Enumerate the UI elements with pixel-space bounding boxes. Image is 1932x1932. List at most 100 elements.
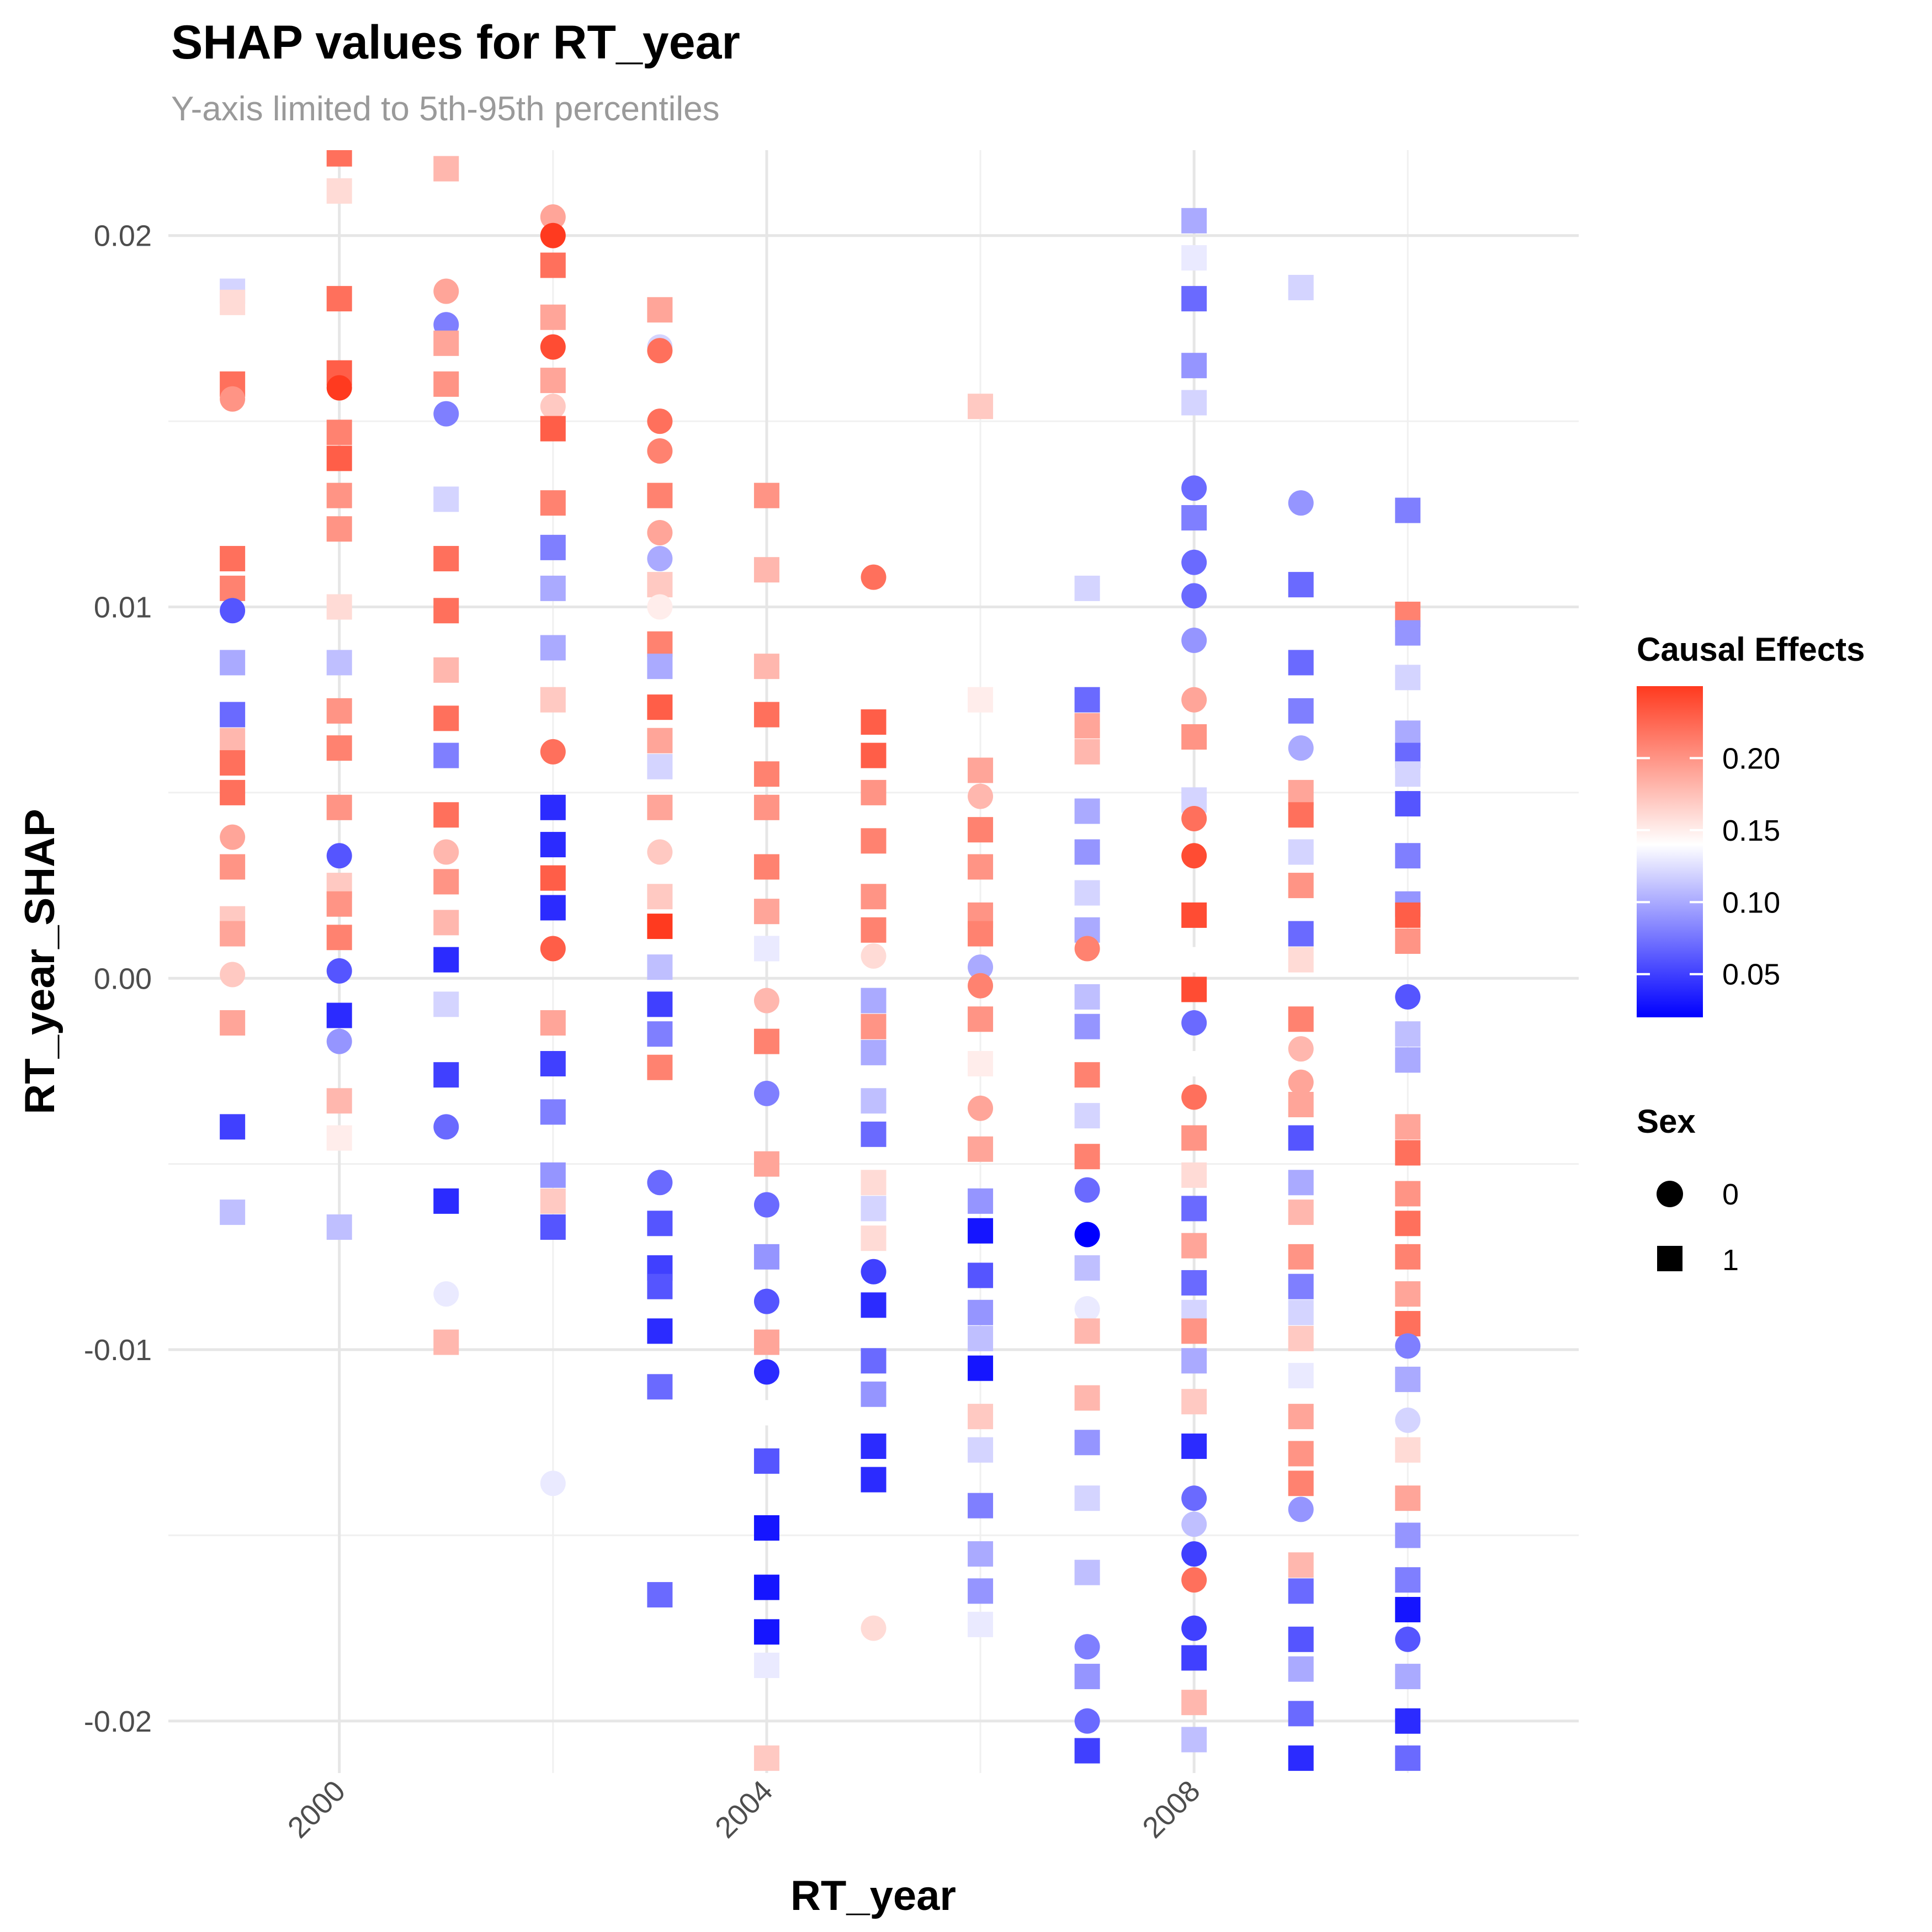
point-sex-1 [968,1437,994,1463]
point-sex-1 [968,1218,994,1244]
point-sex-1 [326,516,352,542]
point-sex-1 [861,917,887,943]
point-sex-1 [1074,1255,1100,1281]
point-sex-0 [540,204,566,230]
point-sex-1 [1288,572,1314,598]
point-sex-1 [1074,575,1100,601]
point-sex-1 [326,594,352,620]
point-sex-1 [1181,353,1207,379]
point-sex-1 [1288,274,1314,300]
point-sex-1 [647,1582,673,1608]
point-sex-1 [433,546,459,572]
point-sex-1 [540,687,566,713]
point-sex-1 [220,575,246,601]
point-sex-1 [753,1028,779,1054]
x-tick-label: 2004 [709,1774,779,1844]
point-sex-1 [861,1039,887,1065]
point-sex-1 [433,598,459,624]
point-sex-0 [1288,1069,1314,1095]
point-sex-1 [1181,1690,1207,1716]
colorbar-label: 0.15 [1722,814,1780,847]
point-sex-1 [861,1121,887,1147]
point-sex-1 [753,1244,779,1270]
point-sex-1 [540,252,566,278]
y-tick-label: 0.00 [94,962,152,995]
point-sex-0 [1288,1036,1314,1062]
point-sex-1 [1395,1366,1421,1392]
colorbar [1637,686,1703,1017]
point-sex-1 [433,1188,459,1214]
point-sex-1 [1074,984,1100,1010]
point-sex-1 [1181,976,1207,1002]
point-sex-1 [433,910,459,936]
point-sex-1 [1395,843,1421,869]
point-sex-0 [540,222,566,248]
shape-legend-title: Sex [1637,1103,1696,1140]
point-sex-1 [753,702,779,728]
point-sex-1 [1395,1021,1421,1047]
point-sex-1 [1288,1325,1314,1351]
point-sex-0 [540,334,566,360]
point-sex-1 [1395,1596,1421,1622]
point-sex-1 [433,947,459,973]
point-sex-1 [861,1013,887,1039]
point-sex-1 [753,761,779,787]
point-sex-1 [1074,687,1100,713]
x-tick-label: 2000 [282,1774,352,1844]
point-sex-1 [326,698,352,724]
point-sex-1 [968,1404,994,1430]
y-tick-label: -0.01 [84,1334,152,1367]
point-sex-1 [1288,947,1314,973]
point-sex-1 [1074,1318,1100,1344]
point-sex-1 [540,794,566,820]
colorbar-label: 0.10 [1722,886,1780,919]
point-sex-1 [326,482,352,508]
point-sex-1 [326,794,352,820]
point-sex-1 [433,371,459,397]
point-sex-1 [647,794,673,820]
point-sex-1 [1181,1645,1207,1671]
point-sex-1 [1288,1471,1314,1496]
point-sex-1 [1181,1233,1207,1259]
point-sex-1 [1395,497,1421,523]
point-sex-0 [647,594,673,620]
point-sex-1 [968,854,994,880]
point-sex-1 [861,1348,887,1374]
point-sex-1 [861,1433,887,1459]
point-sex-1 [753,1448,779,1474]
point-sex-1 [433,486,459,512]
point-sex-1 [433,991,459,1017]
point-sex-0 [968,783,994,809]
point-sex-1 [326,445,352,471]
point-sex-1 [1288,921,1314,947]
point-sex-0 [433,1114,459,1140]
point-sex-1 [647,728,673,753]
point-sex-1 [1288,1578,1314,1604]
point-sex-1 [1395,1485,1421,1511]
point-sex-1 [540,895,566,921]
point-sex-0 [753,1192,779,1218]
point-sex-1 [1288,1006,1314,1032]
point-sex-1 [1181,1433,1207,1459]
point-sex-1 [647,694,673,720]
point-sex-1 [1181,1196,1207,1222]
point-sex-0 [968,973,994,999]
point-sex-0 [753,1080,779,1106]
point-sex-1 [1395,902,1421,928]
point-sex-1 [1288,1552,1314,1578]
point-sex-0 [1181,1511,1207,1537]
y-tick-label: -0.02 [84,1705,152,1738]
legend-circle-icon [1657,1181,1683,1207]
point-sex-1 [1074,1430,1100,1456]
point-sex-1 [1395,665,1421,691]
point-sex-1 [647,753,673,779]
point-sex-0 [1395,1626,1421,1652]
point-sex-1 [1181,724,1207,750]
point-sex-1 [540,635,566,661]
point-sex-1 [433,657,459,683]
point-sex-0 [1181,549,1207,575]
colorbar-label: 0.20 [1722,742,1780,775]
point-sex-0 [1074,1222,1100,1248]
point-sex-1 [647,1021,673,1047]
point-sex-1 [1395,1244,1421,1270]
